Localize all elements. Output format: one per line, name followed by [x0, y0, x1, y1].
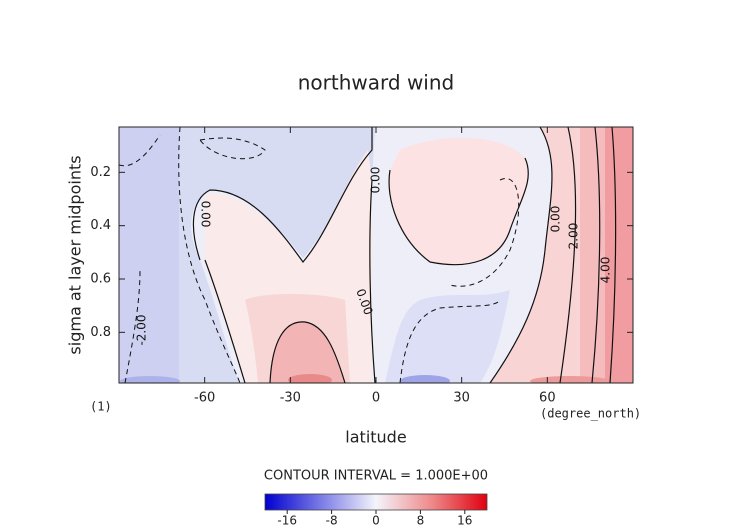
- y-axis-label: sigma at layer midpoints: [66, 155, 85, 354]
- x-tick-label: 0: [372, 391, 380, 406]
- contour-label: 2.00: [567, 223, 581, 250]
- y-tick-label: 0.8: [90, 325, 111, 340]
- x-axis-label: latitude: [345, 428, 406, 447]
- contour-label: 0.00: [199, 201, 213, 228]
- colorbar-tick-label: -8: [326, 514, 338, 528]
- x-tick-label: -30: [280, 391, 301, 406]
- x-tick-label: -60: [194, 391, 215, 406]
- colorbar-tick-label: 8: [417, 514, 425, 528]
- panel-label: (1): [90, 400, 112, 414]
- contour-label: 4.00: [599, 257, 613, 284]
- contour-label: -2.00: [135, 314, 149, 345]
- colorbar-tick-label: -16: [277, 514, 297, 528]
- x-unit: (degree_north): [540, 407, 641, 421]
- x-tick-label: 60: [539, 391, 556, 406]
- y-tick-label: 0.4: [90, 218, 111, 233]
- colorbar-tick-label: 16: [457, 514, 472, 528]
- y-tick-label: 0.2: [90, 165, 111, 180]
- x-tick-label: 30: [453, 391, 470, 406]
- colorbar-tick-label: 0: [372, 514, 380, 528]
- chart-title: northward wind: [298, 71, 454, 95]
- y-tick-label: 0.6: [90, 272, 111, 287]
- colorbar: [264, 493, 488, 511]
- contour-field: [119, 127, 633, 383]
- colorbar-title: CONTOUR INTERVAL = 1.000E+00: [264, 469, 488, 484]
- contour-label: 0.00: [369, 167, 383, 194]
- contour-label: 0.00: [549, 206, 563, 233]
